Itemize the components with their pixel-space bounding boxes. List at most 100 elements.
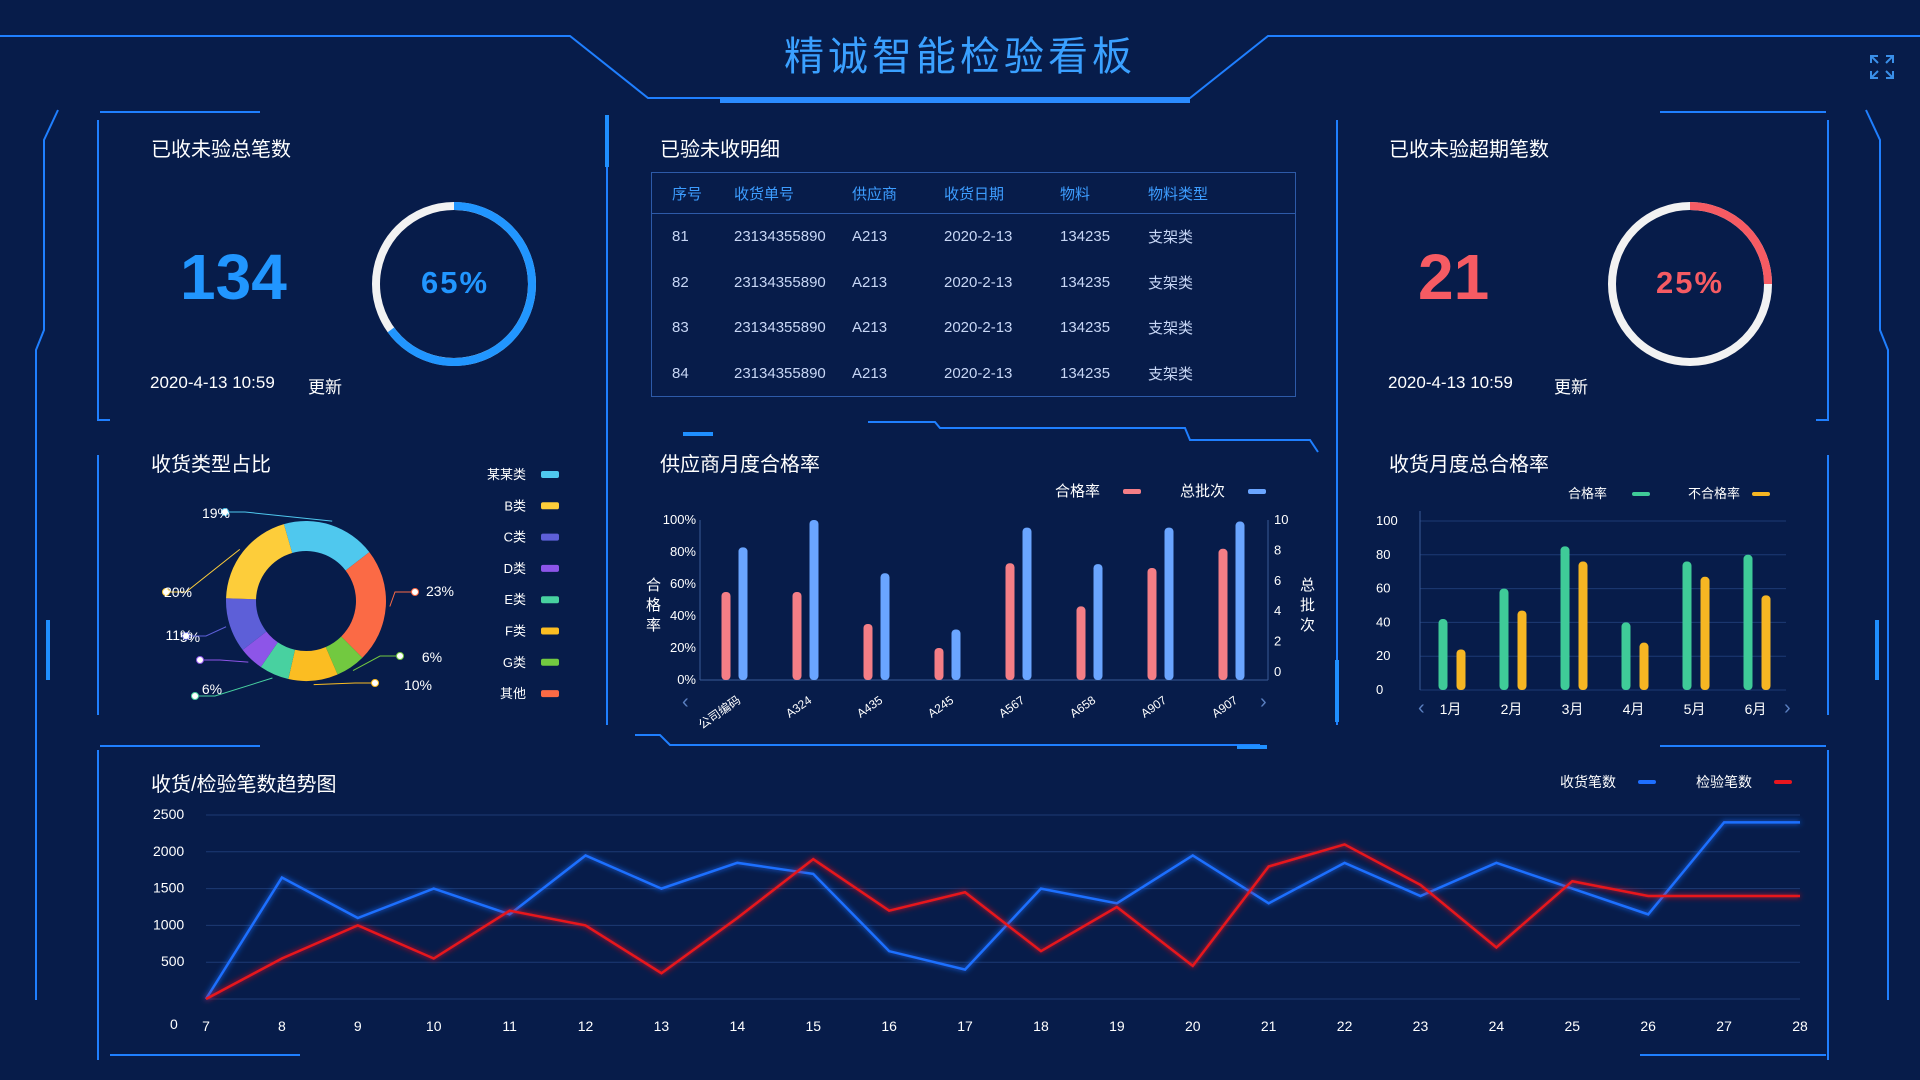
legend-label: 其他	[500, 686, 526, 701]
donut-leader-line	[225, 511, 333, 522]
x-tick-label: 22	[1337, 1018, 1353, 1034]
y2-tick-label: 2	[1274, 634, 1281, 649]
table-row[interactable]: 83 23134355890 A213 2020-2-13 134235 支架类	[652, 305, 1296, 350]
x-tick-label: 25	[1564, 1018, 1580, 1034]
chart-prev-icon: ‹	[682, 691, 689, 713]
y-tick-label: 1500	[153, 880, 184, 896]
table-cell: A213	[852, 273, 888, 291]
table-header-row: 序号 收货单号 供应商 收货日期 物料 物料类型	[651, 172, 1296, 214]
donut-leader-line	[166, 548, 241, 593]
y-tick-label: 100%	[663, 512, 697, 527]
column-header: 物料类型	[1128, 172, 1296, 214]
bar-pass-rate	[1218, 548, 1228, 680]
table-cell: 支架类	[1148, 320, 1194, 338]
type-share-title: 收货类型占比	[151, 454, 271, 476]
donut-leader-dot	[411, 588, 419, 596]
bar-pass-rate	[1147, 568, 1157, 680]
donut-slice-label: 10%	[404, 677, 432, 693]
supplier-chart-title: 供应商月度合格率	[660, 454, 820, 476]
donut-leader-dot	[221, 508, 229, 516]
legend-swatch	[541, 627, 559, 635]
y2-tick-label: 8	[1274, 542, 1281, 557]
table-cell: A213	[852, 319, 888, 337]
donut-leader-line	[195, 677, 273, 697]
table-row[interactable]: 81 23134355890 A213 2020-2-13 134235 支架类	[652, 214, 1296, 260]
donut-slice-label: 20%	[164, 584, 192, 600]
donut-slice-label: 19%	[202, 505, 230, 521]
column-header: 供应商	[832, 172, 924, 214]
total-count: 134	[180, 241, 287, 313]
ring-progress-arc	[387, 202, 536, 366]
x-tick-label: 23	[1413, 1018, 1429, 1034]
bar-pass-rate	[1499, 588, 1509, 690]
table-cell: A213	[852, 364, 888, 382]
donut-slice	[226, 524, 293, 600]
x-tick-label: 8	[278, 1018, 286, 1034]
donut-slice-label: 11%	[166, 627, 193, 643]
donut-leader-line	[313, 682, 375, 686]
y-tick-label: 0	[170, 1016, 178, 1032]
legend-swatch	[1632, 492, 1650, 496]
y-tick-label: 0%	[677, 672, 696, 687]
bar-total-batches	[809, 520, 819, 680]
table-cell: 2020-2-13	[944, 273, 1013, 291]
detail-table: 序号 收货单号 供应商 收货日期 物料 物料类型 81 23134355890 …	[651, 172, 1296, 397]
x-tick-label: 14	[730, 1018, 746, 1034]
bar-fail-rate	[1517, 610, 1527, 690]
legend-label: D类	[504, 561, 526, 576]
y-tick-label: 1000	[153, 916, 184, 932]
expand-icon[interactable]	[1868, 53, 1896, 81]
x-tick-label: 1月	[1440, 701, 1462, 717]
x-tick-label: 9	[354, 1018, 362, 1034]
y-tick-label: 500	[161, 953, 185, 969]
donut-slice	[325, 636, 363, 675]
bar-fail-rate	[1456, 649, 1466, 690]
legend-label: 合格率	[1568, 486, 1607, 501]
y-axis-title: 合格率	[646, 577, 661, 634]
overdue-panel-title: 已收未验超期笔数	[1389, 139, 1549, 161]
table-row[interactable]: 84 23134355890 A213 2020-2-13 134235 支架类	[652, 350, 1296, 396]
legend-swatch	[1638, 780, 1656, 784]
legend-swatch	[541, 596, 559, 604]
legend-label: B类	[504, 498, 526, 513]
y-tick-label: 80	[1376, 547, 1390, 562]
table-cell: 134235	[1060, 319, 1111, 337]
legend-label: C类	[504, 530, 526, 545]
donut-slice-label: 23%	[426, 583, 454, 599]
column-header: 收货单号	[714, 172, 832, 214]
table-cell: 23134355890	[734, 319, 826, 337]
bar-fail-rate	[1700, 576, 1710, 690]
total-update-link[interactable]: 更新	[308, 378, 342, 397]
x-tick-label: 27	[1716, 1018, 1732, 1034]
donut-leader-dot	[162, 588, 170, 596]
donut-leader-dot	[182, 632, 190, 640]
legend-label: F类	[505, 624, 526, 639]
donut-leader-dot	[191, 692, 199, 700]
table-cell: 81	[672, 228, 689, 246]
y2-tick-label: 6	[1274, 573, 1281, 588]
dashboard-title: 精诚智能检验看板	[784, 35, 1136, 79]
bar-fail-rate	[1639, 642, 1649, 690]
table-cell: A213	[852, 228, 888, 246]
y2-axis-title: 总批次	[1300, 577, 1315, 634]
bar-pass-rate	[1438, 619, 1448, 690]
table-row[interactable]: 82 23134355890 A213 2020-2-13 134235 支架类	[652, 260, 1296, 305]
table-cell: 134235	[1060, 273, 1111, 291]
x-tick-label: 4月	[1623, 701, 1645, 717]
bar-pass-rate	[934, 648, 944, 680]
donut-leader-dot	[396, 652, 404, 660]
x-tick-label: 18	[1033, 1018, 1049, 1034]
legend-swatch	[541, 471, 559, 478]
x-tick-label: 6月	[1745, 701, 1767, 717]
overdue-update-link[interactable]: 更新	[1554, 378, 1588, 397]
bar-total-batches	[1235, 521, 1245, 680]
donut-slice	[242, 631, 278, 668]
legend-swatch	[1752, 492, 1770, 496]
total-percent-label: 65%	[420, 265, 490, 300]
detail-table-title: 已验未收明细	[660, 139, 780, 161]
ring-progress-arc	[1689, 202, 1772, 285]
